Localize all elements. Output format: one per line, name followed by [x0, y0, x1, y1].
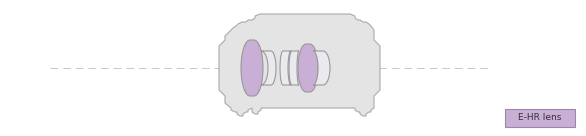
- Polygon shape: [298, 44, 318, 92]
- FancyBboxPatch shape: [505, 109, 575, 127]
- Polygon shape: [219, 14, 380, 116]
- Polygon shape: [280, 51, 291, 85]
- Polygon shape: [241, 40, 263, 96]
- Polygon shape: [313, 51, 330, 85]
- Polygon shape: [261, 51, 276, 85]
- Text: E-HR lens: E-HR lens: [518, 114, 562, 123]
- Polygon shape: [289, 51, 299, 85]
